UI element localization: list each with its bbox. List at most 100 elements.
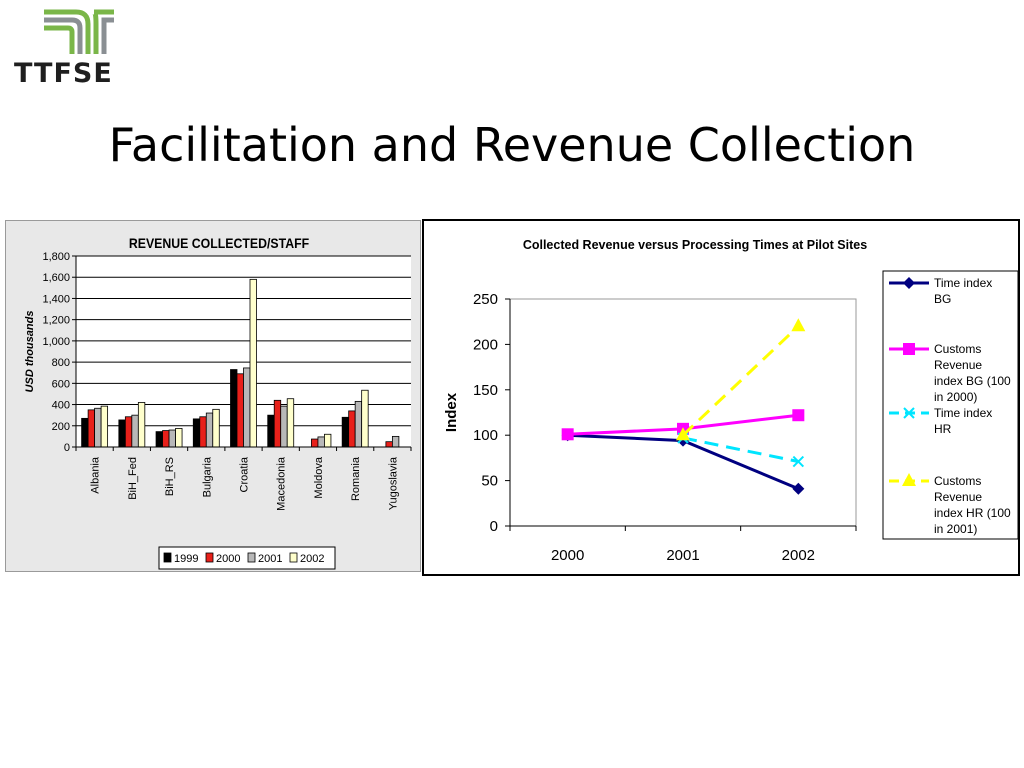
legend: 1999 2000 2001 2002 (158, 546, 336, 570)
legend-swatch (289, 552, 298, 563)
y-tick-label: 0 (490, 518, 498, 535)
bar (192, 418, 201, 448)
bar (94, 407, 102, 448)
logo-text: TTFSE (14, 58, 113, 89)
y-tick-label: 800 (52, 357, 70, 369)
data-point (792, 409, 805, 422)
y-tick-label: 0 (64, 442, 70, 454)
legend-label: 2000 (216, 553, 240, 565)
slide-title: Facilitation and Revenue Collection (108, 118, 916, 172)
bar (124, 416, 133, 448)
x-tick-label: Croatia (239, 456, 251, 492)
legend-box (158, 546, 336, 570)
marker-stroke (903, 407, 915, 419)
y-tick-label: 1,600 (42, 272, 70, 284)
y-tick-label: 1,200 (42, 315, 70, 327)
bar (87, 409, 96, 448)
y-tick-label: 50 (481, 473, 498, 490)
bar (205, 412, 214, 448)
legend-marker (903, 277, 915, 289)
bar (317, 436, 325, 448)
revenue-per-staff-chart: REVENUE COLLECTED/STAFF 0 200 400 600 800 1,00… (5, 220, 421, 572)
legend-label: Customs Revenue index BG (100 in 2000) (934, 342, 1011, 404)
y-tick-label: 150 (473, 382, 498, 399)
marker-stroke (792, 455, 805, 468)
x-tick-label: 2002 (782, 547, 815, 564)
chart-title: Collected Revenue versus Processing Time… (523, 238, 867, 252)
y-axis-label: USD thousands (24, 311, 36, 393)
bar (311, 438, 319, 448)
y-tick-label: 1,800 (42, 251, 70, 263)
legend-marker (903, 407, 915, 419)
y-tick-label: 250 (473, 291, 498, 308)
chart-title: REVENUE COLLECTED/STAFF (129, 235, 309, 251)
bar (168, 429, 176, 448)
legend-label: 2002 (300, 553, 324, 565)
bar (131, 414, 139, 448)
bar (391, 435, 400, 448)
y-axis-label: Index (443, 392, 460, 432)
bar (361, 389, 369, 448)
bar (212, 408, 220, 448)
x-tick-label: BiH_RS (164, 457, 176, 496)
x-tick-label: 2001 (666, 547, 699, 564)
y-tick-label: 1,000 (42, 336, 70, 348)
legend-label: 1999 (174, 553, 198, 565)
x-tick-label: Moldova (313, 456, 325, 498)
x-tick-label: Bulgaria (201, 456, 213, 497)
bar (81, 417, 89, 448)
bar (280, 405, 288, 448)
x-tick-label: Macedonia (276, 456, 288, 511)
data-point (792, 455, 805, 468)
x-tick-label: BiH_Fed (127, 457, 139, 500)
series-line (681, 325, 800, 437)
bar (118, 419, 126, 448)
bar (243, 367, 251, 448)
y-tick-label: 100 (473, 427, 498, 444)
x-tick-label: Albania (90, 456, 102, 494)
ttfse-logo: TTFSE (14, 6, 144, 89)
bar (385, 441, 393, 448)
legend-label: Time index HR (934, 406, 992, 436)
legend-marker (902, 473, 916, 486)
line-chart-svg: Collected Revenue versus Processing Time… (443, 238, 1019, 564)
data-point (792, 482, 805, 495)
y-tick-label: 600 (52, 378, 70, 390)
y-tick-label: 400 (52, 400, 70, 412)
legend-label: Time index BG (934, 276, 992, 306)
logo-mark (44, 9, 114, 54)
legend-swatch (205, 552, 214, 563)
series-line (682, 436, 799, 464)
bar (341, 416, 350, 448)
bar (354, 400, 363, 448)
bar (267, 414, 275, 448)
x-tick-label: Yugoslavia (387, 456, 399, 510)
legend-box (882, 270, 1019, 540)
bar (155, 431, 163, 448)
legend-label: Customs Revenue index HR (100 in 2001) (934, 474, 1011, 536)
bar (236, 373, 244, 448)
y-tick-label: 200 (473, 336, 498, 353)
legend-marker (903, 343, 915, 355)
bar (175, 428, 183, 448)
bar (137, 402, 146, 448)
bar (199, 416, 207, 448)
bar (162, 430, 170, 448)
x-tick-label: Romania (350, 456, 362, 501)
bar (100, 405, 109, 448)
legend-swatch (163, 552, 172, 563)
legend-swatch (247, 552, 256, 563)
data-point (561, 428, 574, 441)
legend: Time index BG Customs Revenue index BG (100 i… (882, 270, 1019, 540)
bar (249, 278, 257, 448)
bar (348, 410, 356, 448)
legend-label: 2001 (258, 553, 282, 565)
y-tick-label: 1,400 (42, 293, 70, 305)
bar (286, 398, 295, 448)
x-tick-label: 2000 (551, 547, 584, 564)
bar (273, 399, 282, 448)
bar (230, 369, 238, 448)
data-point (676, 427, 690, 441)
data-point (791, 318, 806, 332)
series-3 (676, 318, 806, 441)
